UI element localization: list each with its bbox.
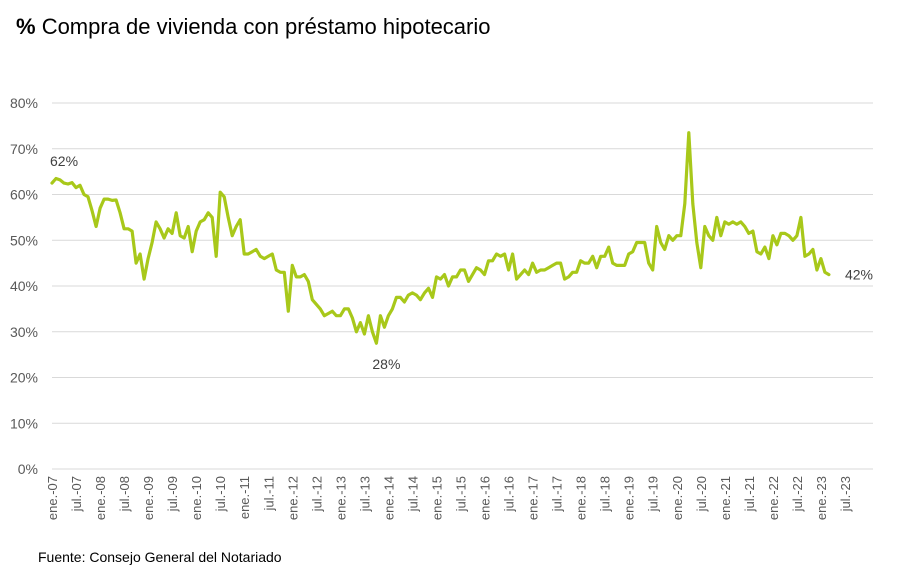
- y-tick-label: 50%: [10, 232, 38, 248]
- y-tick-label: 0%: [18, 461, 38, 477]
- y-tick-label: 10%: [10, 415, 38, 431]
- x-tick-label: jul.-22: [790, 476, 805, 512]
- series-layer: [50, 131, 831, 345]
- gridlines: [52, 102, 873, 470]
- x-tick-label: ene.-22: [766, 476, 781, 520]
- x-tick-label: ene.-17: [526, 476, 541, 520]
- x-tick-label: ene.-20: [670, 476, 685, 520]
- x-tick-label: ene.-21: [718, 476, 733, 520]
- x-tick-label: jul.-11: [261, 476, 276, 511]
- y-tick-label: 80%: [10, 95, 38, 111]
- x-tick-label: jul.-16: [502, 476, 517, 512]
- x-tick-label: jul.-13: [357, 476, 372, 512]
- x-tick-label: ene.-16: [478, 476, 493, 520]
- y-tick-label: 70%: [10, 141, 38, 157]
- chart-title: % Compra de vivienda con préstamo hipote…: [16, 14, 491, 40]
- x-tick-label: jul.-21: [742, 476, 757, 512]
- x-tick-label: jul.-17: [550, 476, 565, 512]
- x-tick-label: ene.-23: [814, 476, 829, 520]
- source-note: Fuente: Consejo General del Notariado: [38, 549, 282, 565]
- x-tick-label: jul.-10: [213, 476, 228, 512]
- x-tick-label: jul.-12: [309, 476, 324, 512]
- x-tick-label: jul.-23: [838, 476, 853, 512]
- y-tick-label: 60%: [10, 187, 38, 203]
- x-tick-label: ene.-10: [189, 476, 204, 520]
- x-tick-label: jul.-09: [165, 476, 180, 512]
- x-tick-label: ene.-09: [141, 476, 156, 520]
- x-tick-label: ene.-07: [45, 476, 60, 520]
- x-tick-label: ene.-14: [381, 476, 396, 520]
- y-tick-label: 40%: [10, 278, 38, 294]
- chart-title-text: Compra de vivienda con préstamo hipoteca…: [41, 14, 491, 39]
- y-tick-label: 20%: [10, 370, 38, 386]
- y-tick-label: 30%: [10, 324, 38, 340]
- x-tick-label: ene.-19: [622, 476, 637, 520]
- x-axis-ticks: ene.-07 jul.-07 ene.-08 jul.-08 ene.-09 jul.-…: [45, 476, 853, 520]
- x-tick-label: ene.-11: [237, 476, 252, 519]
- series-line: [50, 131, 831, 345]
- label-last-value: 42%: [845, 267, 873, 283]
- x-tick-label: jul.-14: [405, 476, 420, 512]
- x-tick-label: jul.-07: [69, 476, 84, 512]
- x-tick-label: jul.-18: [598, 476, 613, 512]
- y-axis-ticks: 0% 10% 20% 30% 40% 50% 60% 70% 80%: [10, 95, 38, 477]
- x-tick-label: jul.-15: [453, 476, 468, 512]
- chart-title-prefix: %: [16, 14, 36, 39]
- x-tick-label: ene.-12: [285, 476, 300, 520]
- x-tick-label: jul.-08: [117, 476, 132, 512]
- x-tick-label: ene.-18: [574, 476, 589, 520]
- label-min-value: 28%: [372, 356, 400, 372]
- x-tick-label: jul.-20: [694, 476, 709, 512]
- x-tick-label: jul.-19: [646, 476, 661, 512]
- annotations: 62% 28% 42%: [50, 153, 873, 372]
- label-first-value: 62%: [50, 153, 78, 169]
- x-tick-label: ene.-15: [429, 476, 444, 520]
- x-tick-label: ene.-08: [93, 476, 108, 520]
- x-tick-label: ene.-13: [333, 476, 348, 520]
